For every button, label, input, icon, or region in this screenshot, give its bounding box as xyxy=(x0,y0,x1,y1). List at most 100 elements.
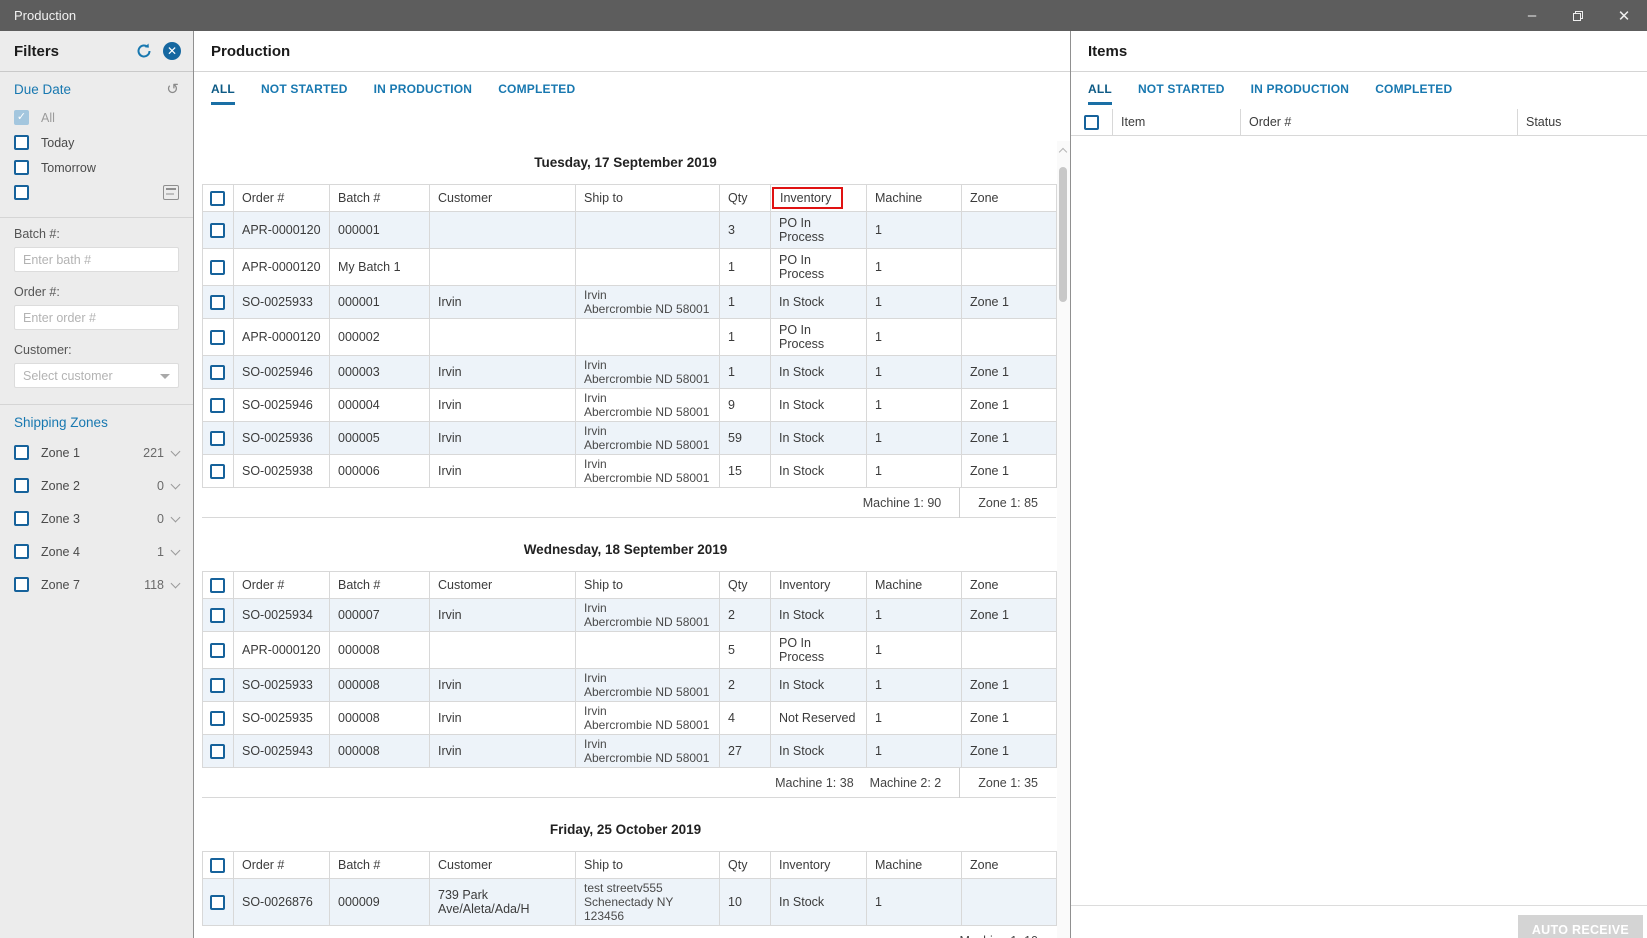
ship-to-line1: Irvin xyxy=(584,288,711,302)
scrollbar-thumb[interactable] xyxy=(1059,167,1067,302)
row-checkbox[interactable] xyxy=(210,295,225,310)
batch-input[interactable] xyxy=(14,247,179,272)
production-tab-in-production[interactable]: IN PRODUCTION xyxy=(374,82,473,102)
row-checkbox[interactable] xyxy=(210,464,225,479)
chevron-down-icon[interactable] xyxy=(171,545,181,555)
column-header-order[interactable]: Order # xyxy=(234,572,330,599)
order-number-cell[interactable]: SO-0026876 xyxy=(234,879,330,926)
items-tab-in-production[interactable]: IN PRODUCTION xyxy=(1251,82,1350,102)
column-header-machine[interactable]: Machine xyxy=(867,572,962,599)
column-header-zone[interactable]: Zone xyxy=(962,852,1057,879)
reset-due-date-icon[interactable]: ↺ xyxy=(166,82,179,97)
column-header-inventory[interactable]: Inventory xyxy=(771,852,867,879)
chevron-down-icon[interactable] xyxy=(171,446,181,456)
zone-checkbox-zone-4[interactable] xyxy=(14,544,29,559)
row-checkbox[interactable] xyxy=(210,744,225,759)
ship-to-cell: IrvinAbercrombie ND 58001 xyxy=(576,422,720,455)
zone-checkbox-zone-1[interactable] xyxy=(14,445,29,460)
order-number-cell[interactable]: SO-0025938 xyxy=(234,455,330,488)
zone-checkbox-zone-3[interactable] xyxy=(14,511,29,526)
items-col-status[interactable]: Status xyxy=(1518,109,1647,135)
select-all-checkbox[interactable] xyxy=(210,191,225,206)
zone-name: Zone 1 xyxy=(41,446,80,460)
row-checkbox[interactable] xyxy=(210,365,225,380)
inventory-status-cell: Not Reserved xyxy=(771,702,867,735)
zone-checkbox-zone-2[interactable] xyxy=(14,478,29,493)
customer-select[interactable]: Select customer xyxy=(14,363,179,388)
due-date-checkbox-today[interactable] xyxy=(14,135,29,150)
order-number-cell[interactable]: SO-0025936 xyxy=(234,422,330,455)
chevron-down-icon[interactable] xyxy=(171,512,181,522)
column-header-batch[interactable]: Batch # xyxy=(330,185,430,212)
close-button[interactable]: ✕ xyxy=(1601,0,1647,31)
row-checkbox[interactable] xyxy=(210,330,225,345)
production-tab-completed[interactable]: COMPLETED xyxy=(498,82,575,102)
chevron-down-icon[interactable] xyxy=(171,578,181,588)
column-header-qty[interactable]: Qty xyxy=(720,185,771,212)
column-header-shipto[interactable]: Ship to xyxy=(576,852,720,879)
order-number-cell[interactable]: SO-0025943 xyxy=(234,735,330,768)
clear-filters-icon[interactable]: ✕ xyxy=(163,42,181,60)
column-header-qty[interactable]: Qty xyxy=(720,852,771,879)
items-col-order[interactable]: Order # xyxy=(1241,109,1518,135)
refresh-icon[interactable] xyxy=(135,42,153,60)
column-header-batch[interactable]: Batch # xyxy=(330,852,430,879)
minimize-button[interactable]: – xyxy=(1509,0,1555,31)
order-number-cell[interactable]: SO-0025933 xyxy=(234,286,330,319)
scroll-up-icon[interactable] xyxy=(1059,148,1067,156)
chevron-down-icon[interactable] xyxy=(171,479,181,489)
items-tab-completed[interactable]: COMPLETED xyxy=(1375,82,1452,102)
row-checkbox[interactable] xyxy=(210,398,225,413)
production-tab-not-started[interactable]: NOT STARTED xyxy=(261,82,348,102)
order-number-cell[interactable]: SO-0025946 xyxy=(234,356,330,389)
production-scrollbar[interactable] xyxy=(1057,141,1070,938)
order-number-cell[interactable]: SO-0025946 xyxy=(234,389,330,422)
column-header-customer[interactable]: Customer xyxy=(430,852,576,879)
column-header-machine[interactable]: Machine xyxy=(867,185,962,212)
due-date-checkbox-all[interactable]: ✓ xyxy=(14,110,29,125)
column-header-qty[interactable]: Qty xyxy=(720,572,771,599)
column-header-inventory[interactable]: Inventory xyxy=(771,185,867,212)
restore-button[interactable] xyxy=(1555,0,1601,31)
order-number-cell[interactable]: SO-0025935 xyxy=(234,702,330,735)
items-tab-all[interactable]: ALL xyxy=(1088,82,1112,105)
row-checkbox[interactable] xyxy=(210,260,225,275)
column-header-customer[interactable]: Customer xyxy=(430,185,576,212)
order-number-cell[interactable]: SO-0025933 xyxy=(234,669,330,702)
column-header-zone[interactable]: Zone xyxy=(962,572,1057,599)
column-header-inventory[interactable]: Inventory xyxy=(771,572,867,599)
customer-cell: Irvin xyxy=(430,422,576,455)
order-input[interactable] xyxy=(14,305,179,330)
row-checkbox[interactable] xyxy=(210,643,225,658)
items-col-item[interactable]: Item xyxy=(1113,109,1241,135)
column-header-customer[interactable]: Customer xyxy=(430,572,576,599)
select-all-checkbox[interactable] xyxy=(210,578,225,593)
items-select-all-checkbox[interactable] xyxy=(1084,115,1099,130)
order-number-cell[interactable]: SO-0025934 xyxy=(234,599,330,632)
auto-receive-button[interactable]: AUTO RECEIVE xyxy=(1518,915,1643,938)
column-header-shipto[interactable]: Ship to xyxy=(576,185,720,212)
qty-cell: 4 xyxy=(720,702,771,735)
ship-to-cell: IrvinAbercrombie ND 58001 xyxy=(576,455,720,488)
row-checkbox[interactable] xyxy=(210,895,225,910)
column-header-zone[interactable]: Zone xyxy=(962,185,1057,212)
column-header-machine[interactable]: Machine xyxy=(867,852,962,879)
items-tab-not-started[interactable]: NOT STARTED xyxy=(1138,82,1225,102)
row-checkbox[interactable] xyxy=(210,223,225,238)
select-all-checkbox[interactable] xyxy=(210,858,225,873)
row-checkbox[interactable] xyxy=(210,711,225,726)
row-checkbox[interactable] xyxy=(210,608,225,623)
due-date-checkbox-custom[interactable] xyxy=(14,185,29,200)
column-header-order[interactable]: Order # xyxy=(234,852,330,879)
column-header-shipto[interactable]: Ship to xyxy=(576,572,720,599)
due-date-checkbox-tomorrow[interactable] xyxy=(14,160,29,175)
window-title: Production xyxy=(0,8,76,23)
calendar-icon[interactable] xyxy=(163,185,179,200)
zone-cell xyxy=(962,319,1057,356)
column-header-order[interactable]: Order # xyxy=(234,185,330,212)
row-checkbox[interactable] xyxy=(210,431,225,446)
zone-checkbox-zone-7[interactable] xyxy=(14,577,29,592)
row-checkbox[interactable] xyxy=(210,678,225,693)
column-header-batch[interactable]: Batch # xyxy=(330,572,430,599)
production-tab-all[interactable]: ALL xyxy=(211,82,235,105)
